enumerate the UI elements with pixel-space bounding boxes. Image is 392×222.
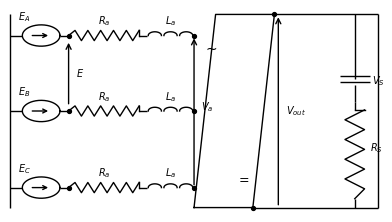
Text: $R_S$: $R_S$ — [370, 141, 383, 155]
Text: $V_S$: $V_S$ — [372, 74, 385, 88]
Text: $L_a$: $L_a$ — [165, 166, 176, 180]
Text: $R_a$: $R_a$ — [98, 14, 110, 28]
Text: $E_B$: $E_B$ — [18, 85, 31, 99]
Text: $E$: $E$ — [76, 67, 84, 79]
Text: $R_a$: $R_a$ — [98, 90, 110, 104]
Text: $V_a$: $V_a$ — [201, 100, 214, 114]
Text: =: = — [239, 174, 250, 187]
Text: $E_C$: $E_C$ — [18, 162, 31, 176]
Text: $V_{out}$: $V_{out}$ — [286, 104, 306, 118]
Text: $L_a$: $L_a$ — [165, 14, 176, 28]
Text: $\sim$: $\sim$ — [203, 41, 218, 55]
Text: $R_a$: $R_a$ — [98, 166, 110, 180]
Text: $L_a$: $L_a$ — [165, 90, 176, 104]
Text: $E_A$: $E_A$ — [18, 10, 31, 24]
